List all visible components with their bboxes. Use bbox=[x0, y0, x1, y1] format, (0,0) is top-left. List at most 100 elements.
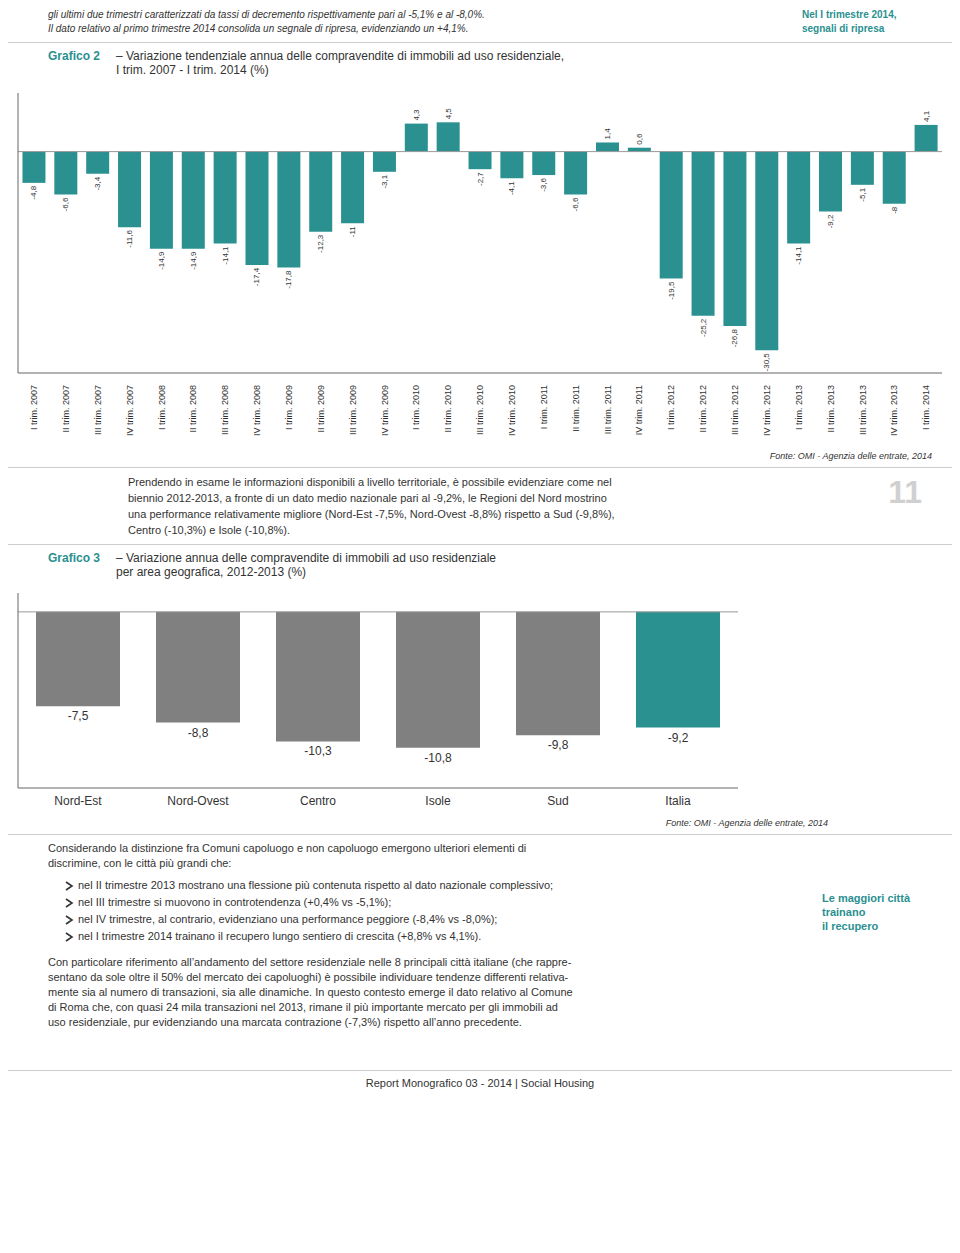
svg-text:-7,5: -7,5 bbox=[68, 709, 89, 723]
svg-text:-6,6: -6,6 bbox=[571, 197, 580, 211]
html-text:il recupero: il recupero bbox=[822, 920, 879, 932]
svg-text:-25,2: -25,2 bbox=[699, 318, 708, 337]
svg-text:-10,3: -10,3 bbox=[304, 744, 332, 758]
svg-text:I trim. 2014: I trim. 2014 bbox=[921, 385, 931, 430]
svg-text:-2,7: -2,7 bbox=[476, 172, 485, 186]
svg-text:-10,8: -10,8 bbox=[424, 751, 452, 765]
svg-text:-3,4: -3,4 bbox=[93, 176, 102, 190]
html-text:Centro (-10,3%) e Isole (-10,8: Centro (-10,3%) e Isole (-10,8%). bbox=[128, 524, 290, 536]
svg-text:IV trim. 2011: IV trim. 2011 bbox=[634, 385, 644, 435]
svg-text:-17,8: -17,8 bbox=[284, 270, 293, 289]
svg-text:-9,2: -9,2 bbox=[826, 214, 835, 228]
svg-text:-12,3: -12,3 bbox=[316, 234, 325, 253]
svg-text:I trim. 2012: I trim. 2012 bbox=[666, 385, 676, 430]
html-text:11: 11 bbox=[888, 474, 922, 510]
svg-text:Nord-Ovest: Nord-Ovest bbox=[167, 794, 229, 808]
svg-text:Isole: Isole bbox=[425, 794, 451, 808]
html-text:Nel I trimestre 2014,: Nel I trimestre 2014, bbox=[802, 9, 897, 20]
svg-text:-11,6: -11,6 bbox=[125, 230, 134, 248]
svg-text:II trim. 2007: II trim. 2007 bbox=[61, 385, 71, 433]
svg-text:IV trim. 2010: IV trim. 2010 bbox=[507, 385, 517, 436]
html-text:Il dato relativo al primo trim: Il dato relativo al primo trimestre 2014… bbox=[48, 23, 469, 34]
svg-text:Centro: Centro bbox=[300, 794, 336, 808]
svg-text:-9,8: -9,8 bbox=[548, 738, 569, 752]
svg-text:III trim. 2011: III trim. 2011 bbox=[603, 385, 613, 434]
svg-text:Italia: Italia bbox=[665, 794, 691, 808]
svg-text:-30,5: -30,5 bbox=[762, 353, 771, 372]
html-text:gli ultimi due trimestri carat: gli ultimi due trimestri caratterizzati … bbox=[48, 9, 485, 20]
html-text:– Variazione tendenziale annua: – Variazione tendenziale annua delle com… bbox=[116, 49, 565, 63]
svg-text:0,6: 0,6 bbox=[635, 133, 644, 145]
svg-text:-6,6: -6,6 bbox=[61, 197, 70, 211]
html-text:sentano da sole oltre il 50% d: sentano da sole oltre il 50% del mercato… bbox=[48, 971, 569, 983]
svg-text:IV trim. 2012: IV trim. 2012 bbox=[762, 385, 772, 436]
svg-text:III trim. 2010: III trim. 2010 bbox=[475, 385, 485, 435]
svg-text:I trim. 2009: I trim. 2009 bbox=[284, 385, 294, 430]
html-text:per area geografica, 2012-2013: per area geografica, 2012-2013 (%) bbox=[116, 565, 307, 579]
html-text:I trim. 2007 - I trim. 2014 (%: I trim. 2007 - I trim. 2014 (%) bbox=[116, 63, 269, 77]
html-text:Grafico 3: Grafico 3 bbox=[48, 551, 100, 565]
svg-text:I trim. 2013: I trim. 2013 bbox=[794, 385, 804, 430]
svg-text:-3,6: -3,6 bbox=[539, 178, 548, 192]
svg-text:-8: -8 bbox=[890, 206, 899, 214]
svg-text:I trim. 2010: I trim. 2010 bbox=[411, 385, 421, 430]
html-text:mente sia al numero di transaz: mente sia al numero di transazioni, sia … bbox=[48, 986, 573, 998]
svg-text:-14,1: -14,1 bbox=[221, 246, 230, 265]
svg-text:IV trim. 2009: IV trim. 2009 bbox=[380, 385, 390, 436]
html-text:Le maggiori città: Le maggiori città bbox=[822, 892, 910, 904]
svg-text:III trim. 2009: III trim. 2009 bbox=[348, 385, 358, 435]
svg-text:-14,9: -14,9 bbox=[189, 251, 198, 270]
html-text:nel I trimestre 2014 trainano: nel I trimestre 2014 trainano il recuper… bbox=[78, 930, 482, 942]
svg-text:-4,8: -4,8 bbox=[29, 185, 38, 199]
svg-text:I trim. 2007: I trim. 2007 bbox=[29, 385, 39, 430]
svg-text:-14,1: -14,1 bbox=[794, 246, 803, 265]
html-text:biennio 2012-2013, a fronte di: biennio 2012-2013, a fronte di un dato m… bbox=[128, 492, 607, 504]
html-text:– Variazione annua delle compr: – Variazione annua delle compravendite d… bbox=[116, 551, 496, 565]
svg-text:-8,8: -8,8 bbox=[188, 726, 209, 740]
svg-text:-4,1: -4,1 bbox=[507, 181, 516, 195]
svg-text:-26,8: -26,8 bbox=[730, 329, 739, 348]
html-text:Considerando la distinzione fr: Considerando la distinzione fra Comuni c… bbox=[48, 842, 527, 854]
html-text:Con particolare riferimento al: Con particolare riferimento all’andament… bbox=[48, 956, 572, 968]
svg-text:-5,1: -5,1 bbox=[858, 187, 867, 201]
svg-text:-9,2: -9,2 bbox=[668, 731, 689, 745]
html-text:Grafico 2: Grafico 2 bbox=[48, 49, 100, 63]
html-text:nel III trimestre si muovono i: nel III trimestre si muovono in controte… bbox=[78, 896, 392, 908]
svg-text:-3,1: -3,1 bbox=[380, 174, 389, 188]
svg-text:II trim. 2013: II trim. 2013 bbox=[826, 385, 836, 433]
svg-text:III trim. 2013: III trim. 2013 bbox=[857, 385, 867, 435]
html-text:Prendendo in esame le informaz: Prendendo in esame le informazioni dispo… bbox=[128, 476, 612, 488]
html-text:Report Monografico 03 - 2014 |: Report Monografico 03 - 2014 | Social Ho… bbox=[365, 1077, 595, 1089]
svg-text:-19,5: -19,5 bbox=[667, 281, 676, 300]
html-text:di Roma che, con quasi 24 mila: di Roma che, con quasi 24 mila transazio… bbox=[48, 1001, 558, 1013]
svg-text:II trim. 2010: II trim. 2010 bbox=[443, 385, 453, 433]
svg-text:4,5: 4,5 bbox=[444, 108, 453, 120]
svg-text:III trim. 2012: III trim. 2012 bbox=[730, 385, 740, 435]
svg-text:III trim. 2008: III trim. 2008 bbox=[220, 385, 230, 435]
svg-text:II trim. 2009: II trim. 2009 bbox=[316, 385, 326, 433]
html-text:nel IV trimestre, al contrario: nel IV trimestre, al contrario, evidenzi… bbox=[78, 913, 498, 925]
svg-text:IV trim. 2013: IV trim. 2013 bbox=[889, 385, 899, 436]
html-text:una performance relativamente: una performance relativamente migliore (… bbox=[128, 508, 615, 520]
svg-text:II trim. 2012: II trim. 2012 bbox=[698, 385, 708, 433]
svg-text:-14,9: -14,9 bbox=[157, 251, 166, 270]
html-text:nel II trimestre 2013 mostrano: nel II trimestre 2013 mostrano una fless… bbox=[78, 879, 554, 891]
svg-text:IV trim. 2008: IV trim. 2008 bbox=[252, 385, 262, 436]
svg-text:1,4: 1,4 bbox=[603, 128, 612, 140]
html-text:discrimine, con le città più g: discrimine, con le città più grandi che: bbox=[48, 857, 232, 869]
svg-text:II trim. 2008: II trim. 2008 bbox=[188, 385, 198, 433]
svg-text:-11: -11 bbox=[348, 226, 357, 238]
svg-text:I trim. 2011: I trim. 2011 bbox=[539, 385, 549, 429]
svg-text:III trim. 2007: III trim. 2007 bbox=[93, 385, 103, 435]
html-text:uso residenziale, pur evidenzi: uso residenziale, pur evidenziando una m… bbox=[48, 1016, 522, 1028]
svg-text:-17,4: -17,4 bbox=[252, 267, 261, 286]
svg-text:Nord-Est: Nord-Est bbox=[54, 794, 102, 808]
svg-text:4,1: 4,1 bbox=[922, 110, 931, 122]
svg-text:Sud: Sud bbox=[547, 794, 568, 808]
svg-text:4,3: 4,3 bbox=[412, 109, 421, 121]
html-text:segnali di ripresa: segnali di ripresa bbox=[802, 23, 885, 34]
html-text:trainano: trainano bbox=[822, 906, 866, 918]
svg-text:I trim. 2008: I trim. 2008 bbox=[157, 385, 167, 430]
svg-text:IV trim. 2007: IV trim. 2007 bbox=[125, 385, 135, 436]
svg-text:II trim. 2011: II trim. 2011 bbox=[571, 385, 581, 432]
